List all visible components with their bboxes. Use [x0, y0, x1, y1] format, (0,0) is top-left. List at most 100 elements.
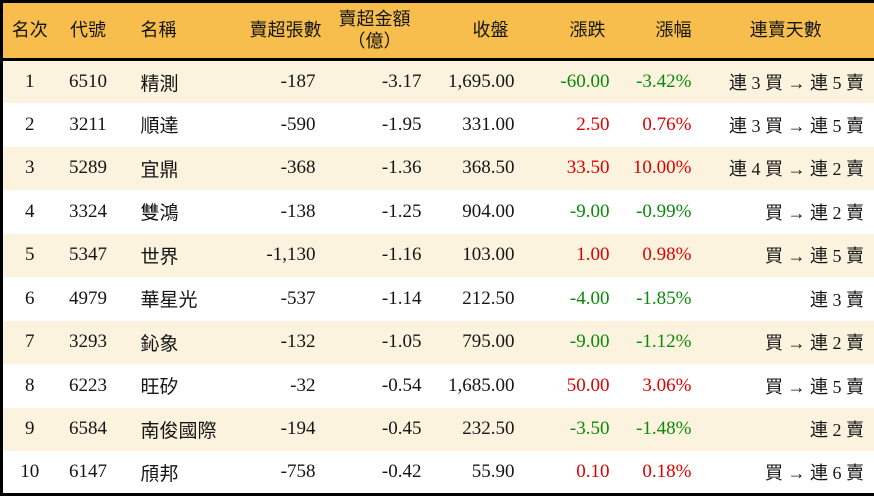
change-cell: -9.00	[569, 331, 610, 353]
change-pct-cell: -1.12%	[636, 331, 692, 353]
col-header-close: 收盤	[472, 19, 509, 40]
change-cell: -3.50	[569, 418, 610, 440]
table-row: 6 4979 華星光 -537 -1.14 212.50 -4.00 -1.85…	[1, 277, 874, 321]
close-price-cell: 103.00	[462, 244, 515, 266]
col-header-sell-volume: 賣超張數	[249, 19, 322, 40]
streak-days-cell: 買 → 連 2 賣	[765, 202, 864, 223]
sell-volume-cell: -368	[280, 157, 316, 179]
col-header-rank: 名次	[11, 19, 48, 40]
streak-days-cell: 買 → 連 5 賣	[765, 246, 864, 267]
sell-amount-cell: -1.95	[381, 113, 422, 135]
stock-name-cell: 雙鴻	[140, 203, 179, 225]
rank-cell: 1	[25, 71, 35, 92]
sell-volume-cell: -194	[280, 418, 316, 440]
close-price-cell: 795.00	[462, 331, 515, 353]
streak-days-cell: 連 3 買 → 連 5 賣	[729, 115, 864, 136]
close-price-cell: 1,685.00	[448, 374, 515, 396]
col-header-change-pct: 漲幅	[655, 19, 692, 40]
close-price-cell: 904.00	[462, 200, 515, 222]
sell-amount-cell: -1.16	[381, 244, 422, 266]
stock-code-cell: 6584	[69, 418, 107, 440]
table-row: 5 5347 世界 -1,130 -1.16 103.00 1.00 0.98%…	[1, 233, 874, 277]
change-cell: 1.00	[576, 244, 610, 266]
sell-amount-cell: -0.45	[381, 418, 422, 440]
rank-cell: 10	[20, 461, 40, 482]
rank-cell: 7	[25, 331, 35, 353]
stock-code-cell: 3293	[69, 331, 107, 353]
stock-code-cell: 3324	[69, 200, 107, 222]
change-cell: -4.00	[569, 287, 610, 309]
stock-name-cell: 世界	[140, 246, 179, 268]
table-row: 10 6147 頎邦 -758 -0.42 55.90 0.10 0.18% 買…	[1, 451, 874, 495]
rank-cell: 6	[25, 287, 35, 309]
change-pct-cell: 10.00%	[632, 157, 692, 179]
change-pct-cell: 0.76%	[642, 113, 692, 135]
stock-code-cell: 5289	[69, 157, 107, 179]
streak-days-cell: 買 → 連 5 賣	[765, 376, 864, 397]
col-header-code: 代號	[70, 19, 106, 40]
close-price-cell: 331.00	[462, 113, 515, 135]
col-header-change: 漲跌	[569, 19, 606, 40]
sell-amount-cell: -1.05	[381, 331, 422, 353]
change-pct-cell: 0.18%	[642, 461, 692, 482]
stock-name-cell: 華星光	[140, 290, 198, 312]
stock-name-cell: 南俊國際	[140, 420, 217, 442]
col-header-streak-days: 連賣天數	[749, 19, 822, 40]
streak-days-cell: 連 2 賣	[810, 420, 864, 441]
rank-cell: 2	[25, 113, 35, 135]
table-row: 1 6510 精測 -187 -3.17 1,695.00 -60.00 -3.…	[1, 59, 874, 103]
change-pct-cell: -3.42%	[636, 71, 692, 92]
sell-volume-cell: -138	[280, 200, 316, 222]
streak-days-cell: 連 3 買 → 連 5 賣	[729, 73, 864, 93]
sell-amount-cell: -1.14	[381, 287, 422, 309]
table-row: 4 3324 雙鴻 -138 -1.25 904.00 -9.00 -0.99%…	[1, 190, 874, 234]
change-cell: 2.50	[576, 113, 610, 135]
close-price-cell: 1,695.00	[448, 71, 515, 92]
streak-days-cell: 連 3 賣	[810, 289, 864, 310]
change-pct-cell: -0.99%	[636, 200, 692, 222]
change-pct-cell: 0.98%	[642, 244, 692, 266]
close-price-cell: 232.50	[462, 418, 515, 440]
stock-code-cell: 6147	[69, 461, 107, 482]
stock-name-cell: 順達	[140, 116, 179, 138]
close-price-cell: 212.50	[462, 287, 515, 309]
close-price-cell: 55.90	[471, 461, 515, 482]
change-cell: -60.00	[560, 71, 610, 92]
stock-name-cell: 精測	[140, 73, 179, 95]
rank-cell: 4	[25, 200, 35, 222]
close-price-cell: 368.50	[462, 157, 515, 179]
change-pct-cell: 3.06%	[642, 374, 692, 396]
rank-cell: 8	[25, 374, 35, 396]
sell-amount-cell: -3.17	[381, 71, 422, 92]
stock-name-cell: 鈊象	[140, 333, 179, 355]
stock-code-cell: 6510	[69, 71, 107, 92]
streak-days-cell: 連 4 買 → 連 2 賣	[729, 159, 864, 180]
header-row: 名次 代號 名稱 賣超張數 賣超金額 （億） 收盤 漲跌 漲幅 連賣天數	[1, 1, 874, 60]
rank-cell: 5	[25, 244, 35, 266]
table-row: 9 6584 南俊國際 -194 -0.45 232.50 -3.50 -1.4…	[1, 407, 874, 451]
change-cell: 33.50	[566, 157, 610, 179]
sell-volume-cell: -1,130	[266, 244, 316, 266]
sell-amount-cell: -1.36	[381, 157, 422, 179]
table-header: 名次 代號 名稱 賣超張數 賣超金額 （億） 收盤 漲跌 漲幅 連賣天數	[1, 1, 874, 60]
table-row: 7 3293 鈊象 -132 -1.05 795.00 -9.00 -1.12%…	[1, 320, 874, 364]
change-cell: -9.00	[569, 200, 610, 222]
change-pct-cell: -1.85%	[636, 287, 692, 309]
change-cell: 50.00	[566, 374, 610, 396]
sell-amount-cell: -1.25	[381, 200, 422, 222]
change-cell: 0.10	[576, 461, 610, 482]
sell-amount-cell: -0.42	[381, 461, 422, 482]
stock-code-cell: 4979	[69, 287, 107, 309]
streak-days-cell: 買 → 連 6 賣	[765, 463, 864, 483]
sell-volume-cell: -537	[280, 287, 316, 309]
col-header-name: 名稱	[140, 19, 177, 40]
stock-name-cell: 旺矽	[140, 377, 179, 399]
table-body: 1 6510 精測 -187 -3.17 1,695.00 -60.00 -3.…	[1, 59, 874, 495]
sell-volume-cell: -132	[280, 331, 316, 353]
sell-volume-cell: -590	[280, 113, 316, 135]
table-row: 8 6223 旺矽 -32 -0.54 1,685.00 50.00 3.06%…	[1, 364, 874, 408]
table-row: 3 5289 宜鼎 -368 -1.36 368.50 33.50 10.00%…	[1, 146, 874, 190]
sell-volume-cell: -32	[290, 374, 316, 396]
stock-name-cell: 頎邦	[140, 463, 179, 485]
